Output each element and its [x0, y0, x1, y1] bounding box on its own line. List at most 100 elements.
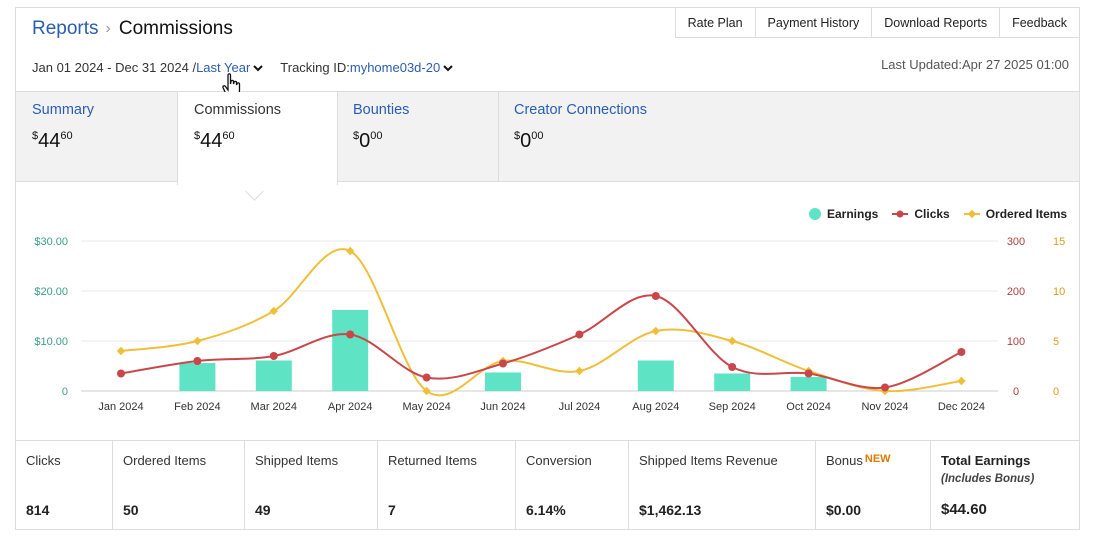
- x-tick-label: Feb 2024: [174, 401, 220, 413]
- y-left-tick-label: 0: [62, 386, 68, 398]
- stat-value: 7: [388, 502, 396, 518]
- x-tick-label: Dec 2024: [938, 401, 985, 413]
- y-right-items-tick-label: 0: [1053, 386, 1059, 398]
- y-left-tick-label: $20.00: [34, 286, 68, 298]
- period-dropdown[interactable]: Last Year: [196, 60, 251, 75]
- tab-label: Creator Connections: [514, 102, 647, 118]
- x-tick-label: Jan 2024: [98, 401, 143, 413]
- commissions-panel: Reports › Commissions Rate Plan Payment …: [15, 7, 1080, 530]
- legend-ordered-items[interactable]: Ordered Items: [963, 207, 1068, 221]
- stat-shipped-revenue: Shipped Items Revenue $1,462.13: [629, 441, 816, 530]
- y-right-clicks-tick-label: 200: [1007, 286, 1025, 298]
- legend-clicks[interactable]: Clicks: [892, 207, 950, 221]
- stat-label: Conversion: [526, 453, 592, 468]
- earnings-bar: [790, 377, 827, 391]
- clicks-point: [193, 357, 202, 365]
- ordered-items-point: [957, 376, 966, 386]
- x-tick-label: Jun 2024: [480, 401, 525, 413]
- earnings-bar: [255, 360, 292, 391]
- tab-creator-connections[interactable]: Creator Connections $000: [498, 92, 698, 181]
- clicks-point: [117, 369, 125, 378]
- rate-plan-button[interactable]: Rate Plan: [674, 8, 755, 38]
- tab-amount: $000: [353, 130, 383, 152]
- stat-returned-items: Returned Items 7: [378, 441, 516, 530]
- stat-clicks: Clicks 814: [16, 441, 113, 530]
- report-tabs: Summary $4460 Commissions $4460 Bounties…: [16, 91, 1079, 185]
- y-left-tick-label: $10.00: [34, 336, 68, 348]
- date-range-text: Jan 01 2024 - Dec 31 2024 /: [32, 60, 197, 75]
- tab-bounties[interactable]: Bounties $000: [337, 92, 498, 181]
- ordered-items-point: [422, 386, 431, 396]
- ordered-items-point: [575, 366, 584, 376]
- stat-value: 50: [123, 502, 139, 518]
- payment-history-button[interactable]: Payment History: [754, 8, 872, 38]
- x-tick-label: May 2024: [402, 401, 450, 413]
- stat-value: 814: [26, 502, 50, 518]
- clicks-point: [269, 352, 278, 360]
- tracking-id-dropdown[interactable]: myhome03d-20: [349, 60, 441, 75]
- tab-commissions[interactable]: Commissions $4460: [177, 92, 338, 185]
- download-reports-button[interactable]: Download Reports: [871, 8, 1000, 38]
- chevron-down-icon[interactable]: [442, 62, 454, 74]
- clicks-line: [120, 294, 962, 390]
- y-right-clicks-tick-label: 300: [1007, 236, 1025, 248]
- tab-label: Commissions: [194, 102, 282, 118]
- y-right-items-tick-label: 10: [1053, 286, 1065, 298]
- tab-summary[interactable]: Summary $4460: [16, 92, 177, 181]
- clicks-point: [499, 359, 507, 368]
- stats-row: Clicks 814 Ordered Items 50 Shipped Item…: [16, 440, 1079, 530]
- breadcrumb-separator: ›: [105, 20, 111, 37]
- clicks-point: [575, 330, 584, 339]
- legend-label: Earnings: [827, 207, 879, 221]
- stat-value: 6.14%: [526, 502, 566, 518]
- commissions-chart: 0 $10.00 $20.00 $30.00 0 100 200 300 0 5 10 15 Jan 2…: [34, 236, 1065, 413]
- stat-label: Returned Items: [388, 453, 477, 468]
- clicks-line-icon: [892, 210, 909, 218]
- chevron-down-icon[interactable]: [252, 62, 264, 74]
- ordered-items-point: [116, 346, 126, 356]
- clicks-point: [957, 348, 966, 356]
- clicks-point: [422, 373, 431, 382]
- breadcrumb-reports-link[interactable]: Reports: [32, 18, 99, 39]
- clicks-point: [881, 383, 889, 392]
- ordered-items-line: [120, 248, 962, 397]
- stat-bonus: Bonus NEW $0.00: [816, 441, 931, 530]
- y-right-clicks-tick-label: 100: [1007, 336, 1025, 348]
- legend-earnings[interactable]: Earnings: [809, 207, 878, 221]
- x-tick-label: Aug 2024: [632, 401, 679, 413]
- clicks-point: [651, 292, 660, 300]
- stat-value: $44.60: [941, 501, 987, 518]
- stat-label: Clicks: [26, 453, 61, 468]
- stat-sublabel: (Includes Bonus): [941, 473, 1035, 485]
- y-right-items-tick-label: 15: [1053, 236, 1065, 248]
- legend-label: Clicks: [914, 207, 950, 221]
- last-updated: Last Updated:Apr 27 2025 01:00: [881, 57, 1069, 72]
- stat-value: 49: [255, 502, 271, 518]
- new-badge: NEW: [864, 453, 891, 465]
- earnings-bar: [485, 372, 521, 391]
- earnings-bar: [179, 363, 216, 391]
- tab-amount: $4460: [32, 130, 73, 152]
- filters-bar: Jan 01 2024 - Dec 31 2024 / Last Year Tr…: [32, 60, 470, 75]
- tab-divider: [498, 92, 499, 181]
- x-tick-label: Apr 2024: [328, 401, 373, 413]
- breadcrumb: Reports › Commissions: [32, 18, 233, 40]
- tab-label: Bounties: [353, 102, 410, 118]
- x-tick-label: Mar 2024: [251, 401, 297, 413]
- legend-label: Ordered Items: [985, 207, 1068, 221]
- x-tick-label: Oct 2024: [786, 401, 831, 413]
- earnings-bar: [714, 373, 751, 391]
- ordered-items-point: [345, 246, 355, 256]
- stat-conversion: Conversion 6.14%: [516, 441, 629, 530]
- x-tick-label: Nov 2024: [861, 401, 908, 413]
- feedback-button[interactable]: Feedback: [999, 8, 1079, 38]
- y-left-tick-label: $30.00: [34, 236, 68, 248]
- stat-shipped-items: Shipped Items 49: [245, 441, 378, 530]
- stat-label: Ordered Items: [123, 453, 207, 468]
- stat-ordered-items: Ordered Items 50: [113, 441, 245, 530]
- x-tick-label: Sep 2024: [709, 401, 756, 413]
- page-title: Commissions: [118, 18, 233, 39]
- clicks-point: [346, 330, 355, 339]
- y-right-clicks-tick-label: 0: [1013, 386, 1019, 398]
- clicks-point: [804, 369, 813, 378]
